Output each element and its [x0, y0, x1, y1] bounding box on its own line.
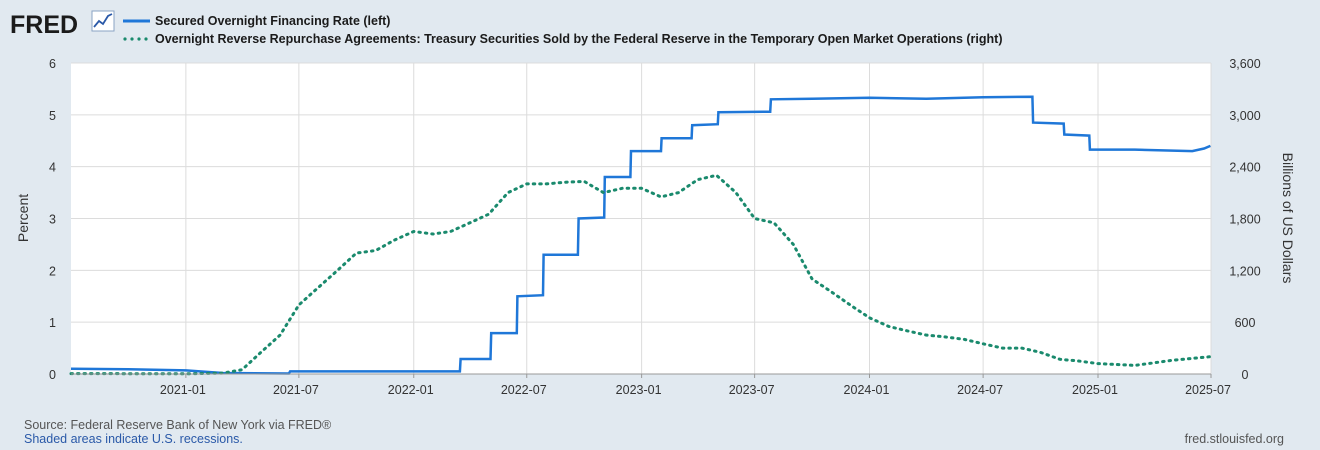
x-tick-label: 2024-07 [957, 383, 1003, 397]
left-axis-title: Percent [15, 194, 31, 242]
x-tick-label: 2021-07 [273, 383, 319, 397]
x-tick-label: 2025-01 [1072, 383, 1118, 397]
right-tick-label: 1,800 [1229, 213, 1260, 227]
left-axis-ticks: 0 1 2 3 4 5 6 [49, 57, 56, 382]
legend-item-onrrp[interactable]: Overnight Reverse Repurchase Agreements:… [123, 32, 1003, 46]
series-layer [69, 95, 1212, 376]
right-tick-label: 600 [1235, 316, 1256, 330]
x-tick-label: 2022-07 [501, 383, 547, 397]
fred-logo-text: FRED [10, 11, 78, 39]
x-tick-label: 2024-01 [844, 383, 890, 397]
right-tick-label: 3,600 [1229, 57, 1260, 71]
series-line-sofr [70, 95, 1211, 375]
footer-url[interactable]: fred.stlouisfed.org [1184, 432, 1284, 446]
x-tick-label: 2022-01 [388, 383, 434, 397]
legend-label-sofr: Secured Overnight Financing Rate (left) [155, 14, 390, 28]
x-tick-label: 2021-01 [160, 383, 206, 397]
right-tick-label: 3,000 [1229, 109, 1260, 123]
legend-item-sofr[interactable]: Secured Overnight Financing Rate (left) [123, 14, 390, 28]
left-tick-label: 3 [49, 213, 56, 227]
x-axis-ticks: 2021-01 2021-07 2022-01 2022-07 2023-01 2023-… [71, 373, 1231, 397]
x-tick-label: 2023-01 [616, 383, 662, 397]
legend: Secured Overnight Financing Rate (left) … [123, 14, 1003, 46]
right-axis-ticks: 0 600 1,200 1,800 2,400 3,000 3,600 [1229, 57, 1260, 382]
x-tick-label: 2023-07 [729, 383, 775, 397]
footer-recession-note[interactable]: Shaded areas indicate U.S. recessions. [24, 432, 243, 446]
left-tick-label: 4 [49, 161, 56, 175]
left-tick-label: 1 [49, 316, 56, 330]
right-tick-label: 0 [1242, 368, 1249, 382]
right-tick-label: 1,200 [1229, 264, 1260, 278]
right-tick-label: 2,400 [1229, 161, 1260, 175]
right-axis-title: Billions of US Dollars [1280, 153, 1296, 284]
left-tick-label: 0 [49, 368, 56, 382]
fred-logo-graph-icon [91, 10, 115, 32]
gridlines [71, 62, 1212, 374]
legend-label-onrrp: Overnight Reverse Repurchase Agreements:… [155, 32, 1003, 46]
series-line-onrrp [69, 173, 1212, 376]
fred-logo[interactable]: FRED [10, 10, 115, 39]
x-tick-label: 2025-07 [1185, 383, 1231, 397]
left-tick-label: 2 [49, 264, 56, 278]
legend-swatch-onrrp [123, 37, 148, 41]
left-tick-label: 5 [49, 109, 56, 123]
footer-source: Source: Federal Reserve Bank of New York… [24, 418, 332, 432]
left-tick-label: 6 [49, 57, 56, 71]
